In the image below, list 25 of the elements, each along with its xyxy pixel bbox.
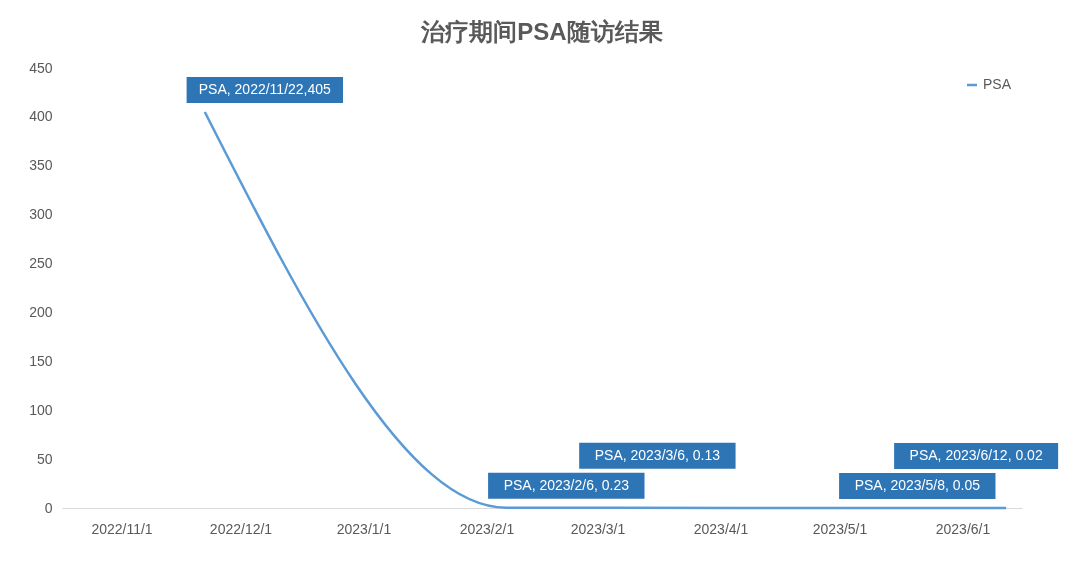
y-tick-label: 0 <box>44 499 53 516</box>
y-tick-label: 50 <box>36 450 53 467</box>
data-label: PSA, 2023/5/8, 0.05 <box>854 476 981 493</box>
y-tick-label: 450 <box>29 59 53 76</box>
chart-title: 治疗期间PSA随访结果 <box>420 18 663 45</box>
x-tick-label: 2022/11/1 <box>91 520 153 537</box>
x-tick-label: 2023/2/1 <box>459 520 515 537</box>
x-tick-label: 2022/12/1 <box>209 520 273 537</box>
x-tick-label: 2023/6/1 <box>935 520 991 537</box>
x-tick-label: 2023/4/1 <box>693 520 749 537</box>
x-tick-label: 2023/3/1 <box>570 520 626 537</box>
data-label: PSA, 2023/3/6, 0.13 <box>594 446 721 463</box>
y-tick-label: 150 <box>29 352 53 369</box>
data-label: PSA, 2023/2/6, 0.23 <box>503 476 630 493</box>
y-tick-label: 300 <box>29 206 53 223</box>
y-tick-label: 350 <box>29 157 53 174</box>
data-label: PSA, 2022/11/22,405 <box>198 81 332 97</box>
x-tick-label: 2023/1/1 <box>336 520 392 537</box>
legend-label: PSA <box>983 76 1012 92</box>
y-tick-label: 400 <box>29 108 53 125</box>
y-tick-label: 250 <box>29 255 53 272</box>
x-tick-label: 2023/5/1 <box>812 520 868 537</box>
y-tick-label: 100 <box>29 401 53 418</box>
data-label: PSA, 2023/6/12, 0.02 <box>909 446 1043 463</box>
y-tick-label: 200 <box>29 303 53 320</box>
